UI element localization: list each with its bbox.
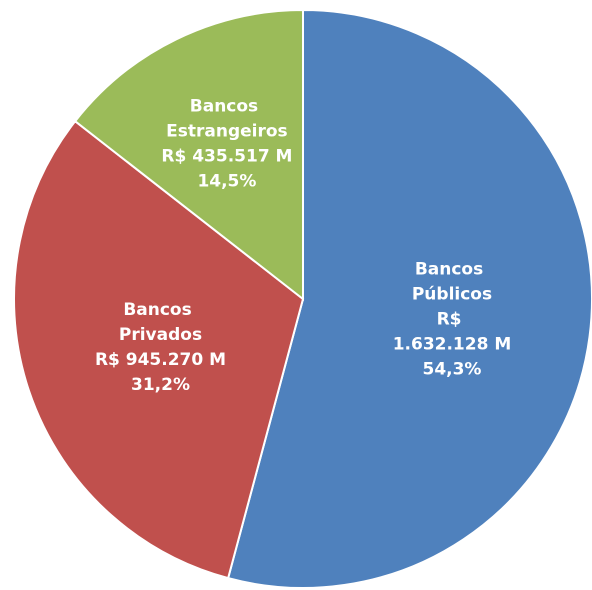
pie-slice	[13, 119, 305, 580]
pie-slice	[226, 8, 592, 589]
text-line: Bancos	[190, 97, 264, 117]
text-line: Bancos	[123, 300, 197, 320]
text-line: R$ 945.270 M	[95, 350, 226, 370]
slice-category-label: Bancos Estrangeiros	[166, 97, 288, 142]
text-line: 31,2%	[131, 375, 190, 395]
text-line: Privados	[119, 325, 202, 345]
slice-value-label: R$ 435.517 M	[161, 147, 292, 167]
slice-percent-label: 31,2%	[131, 375, 190, 395]
text-line: 14,5%	[197, 172, 256, 192]
slice-percent-label: 14,5%	[197, 172, 256, 192]
slice-category-label: Bancos Públicos	[412, 260, 492, 305]
slice-percent-label: 54,3%	[422, 360, 481, 380]
slice-category-label: Bancos Privados	[119, 300, 202, 345]
slice-value-label: R$ 1.632.128 M	[393, 310, 512, 355]
slice-value-label: R$ 945.270 M	[95, 350, 226, 370]
text-line: 54,3%	[422, 360, 481, 380]
text-line: R$ 435.517 M	[161, 147, 292, 167]
text-line: 1.632.128 M	[393, 335, 512, 355]
text-line: R$	[437, 310, 468, 330]
text-line: Bancos	[415, 260, 489, 280]
pie-slice	[73, 8, 304, 302]
text-line: Públicos	[412, 285, 492, 305]
text-line: Estrangeiros	[166, 122, 288, 142]
